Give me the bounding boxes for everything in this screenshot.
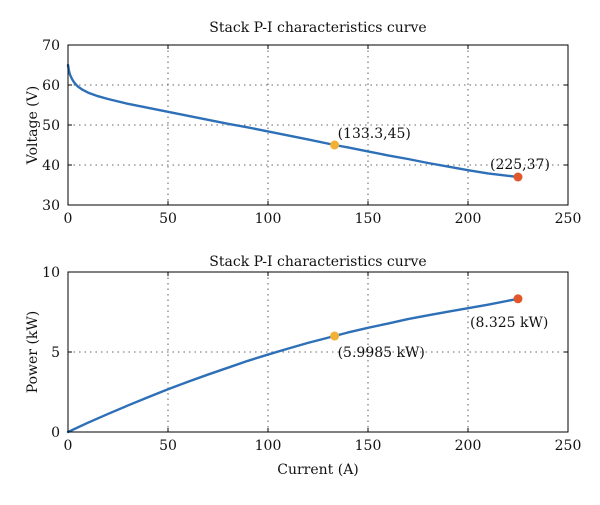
power-marker-point-0 [330,331,340,341]
power-ticks: 0 50 100 150 200 250 0 5 10 [42,265,581,454]
voltage-series [66,63,520,179]
power-y-tick-label: 0 [51,425,60,441]
voltage-y-tick-label: 30 [42,198,60,214]
voltage-x-tick-label: 200 [455,211,482,227]
power-y-tick-label: 5 [51,345,60,361]
voltage-y-tick-label: 70 [42,38,60,54]
power-x-tick-label: 150 [355,438,382,454]
power-series-line-0 [66,297,520,434]
voltage-plot-frame [67,44,569,206]
voltage-x-tick-label: 0 [64,211,73,227]
voltage-x-tick-label: 50 [159,211,177,227]
power-y-tick-label: 10 [42,265,60,281]
voltage-marker-point-1 [513,172,523,182]
power-x-tick-label: 0 [64,438,73,454]
voltage-y-tick-label: 50 [42,118,60,134]
voltage-x-tick-label: 100 [255,211,282,227]
power-x-tick-label: 200 [455,438,482,454]
power-marker-point-1 [513,294,523,304]
power-marker-label-1: (8.325 kW) [470,315,548,331]
voltage-chart-title: Stack P-I characteristics curve [209,20,426,36]
voltage-y-tick-label: 40 [42,158,60,174]
voltage-grid [68,45,568,205]
voltage-series-line-0 [66,63,520,179]
voltage-y-tick-label: 60 [42,78,60,94]
power-plot-frame [67,271,569,433]
voltage-marker-label-1: (225,37) [490,157,550,173]
power-x-tick-label: 50 [159,438,177,454]
voltage-chart: Stack P-I characteristics curve Voltage … [25,20,581,227]
voltage-x-tick-label: 250 [555,211,582,227]
power-markers: (5.9985 kW) (8.325 kW) [330,294,548,361]
voltage-marker-label-0: (133.3,45) [338,126,411,142]
power-x-tick-label: 100 [255,438,282,454]
voltage-x-tick-label: 150 [355,211,382,227]
voltage-ticks: 0 50 100 150 200 250 30 40 50 60 70 [42,38,581,227]
power-grid [68,272,568,432]
power-y-axis-label: Power (kW) [25,311,41,394]
power-x-axis-label: Current (A) [277,462,359,478]
power-series [66,297,520,434]
voltage-markers: (133.3,45) (225,37) [330,126,550,182]
power-x-tick-label: 250 [555,438,582,454]
voltage-marker-point-0 [330,140,340,150]
voltage-y-axis-label: Voltage (V) [25,86,41,165]
power-marker-label-0: (5.9985 kW) [338,345,425,361]
power-chart-title: Stack P-I characteristics curve [209,254,426,270]
power-chart: Stack P-I characteristics curve Power (k… [25,254,581,478]
